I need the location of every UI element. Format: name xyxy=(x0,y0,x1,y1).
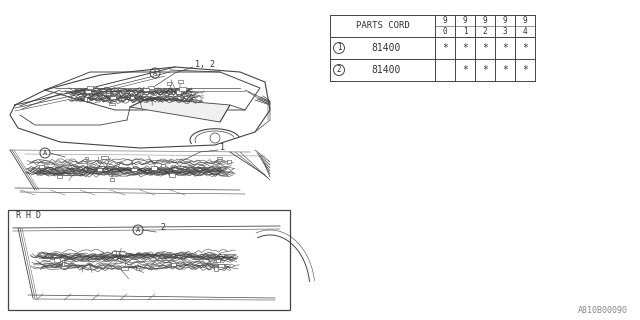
Text: A: A xyxy=(153,70,157,76)
Bar xyxy=(106,93,110,95)
Bar xyxy=(54,258,60,262)
Bar xyxy=(39,165,44,168)
Bar xyxy=(87,86,93,89)
Bar xyxy=(8,210,290,310)
Text: 1, 2: 1, 2 xyxy=(195,60,215,69)
Bar xyxy=(214,268,218,271)
Bar xyxy=(62,262,66,266)
Bar xyxy=(109,96,115,99)
Text: 2: 2 xyxy=(483,27,487,36)
Bar xyxy=(131,168,138,171)
Text: 2: 2 xyxy=(160,223,165,232)
Bar xyxy=(84,97,87,100)
Bar xyxy=(136,268,139,270)
Text: 3: 3 xyxy=(502,27,508,36)
Bar xyxy=(110,178,114,181)
Text: PARTS CORD: PARTS CORD xyxy=(356,21,410,30)
Text: 0: 0 xyxy=(443,27,447,36)
Text: 1: 1 xyxy=(463,27,467,36)
Bar xyxy=(161,164,164,167)
Text: *: * xyxy=(522,43,528,53)
Bar xyxy=(166,82,172,85)
Text: *: * xyxy=(462,65,468,75)
Bar xyxy=(148,86,154,89)
Text: R H D: R H D xyxy=(16,211,41,220)
Bar xyxy=(216,259,220,262)
Bar xyxy=(177,90,181,94)
Text: *: * xyxy=(442,43,448,53)
Bar xyxy=(143,88,149,91)
Bar xyxy=(169,173,175,177)
Text: *: * xyxy=(522,65,528,75)
Bar xyxy=(109,103,115,105)
Text: 9: 9 xyxy=(502,16,508,25)
Bar xyxy=(101,156,108,159)
Bar xyxy=(65,262,68,265)
Text: A810B00090: A810B00090 xyxy=(578,306,628,315)
Text: *: * xyxy=(462,43,468,53)
Text: A: A xyxy=(43,150,47,156)
Text: A: A xyxy=(136,227,140,233)
Bar xyxy=(178,80,182,83)
Text: 9: 9 xyxy=(523,16,527,25)
Text: 81400: 81400 xyxy=(372,65,401,75)
Polygon shape xyxy=(130,98,230,122)
Text: 9: 9 xyxy=(463,16,467,25)
Bar xyxy=(85,90,91,93)
Bar xyxy=(179,87,186,91)
Text: *: * xyxy=(482,43,488,53)
Text: 81400: 81400 xyxy=(372,43,401,53)
Bar xyxy=(56,175,62,179)
Text: 1: 1 xyxy=(220,143,225,152)
Text: 2: 2 xyxy=(337,66,341,75)
Text: 4: 4 xyxy=(523,27,527,36)
Bar xyxy=(97,168,102,171)
Text: *: * xyxy=(502,43,508,53)
Bar xyxy=(85,156,88,159)
Bar xyxy=(122,267,129,269)
Bar xyxy=(130,96,134,99)
Bar xyxy=(61,266,67,268)
Bar xyxy=(217,157,222,159)
Text: *: * xyxy=(502,65,508,75)
Bar xyxy=(151,166,157,170)
Text: 9: 9 xyxy=(443,16,447,25)
Bar xyxy=(227,160,231,163)
Text: *: * xyxy=(482,65,488,75)
Text: 1: 1 xyxy=(337,44,341,52)
Text: 9: 9 xyxy=(483,16,487,25)
Polygon shape xyxy=(45,72,260,110)
Bar xyxy=(113,251,116,254)
Bar xyxy=(218,264,224,267)
Bar xyxy=(170,263,177,266)
